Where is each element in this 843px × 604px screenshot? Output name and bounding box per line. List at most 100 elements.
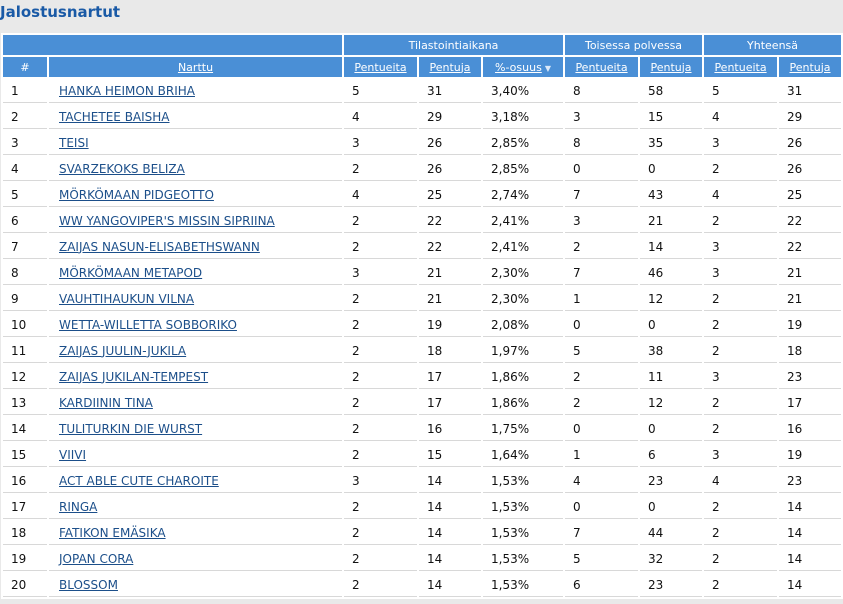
cell-pentuja-tilasto: 17 (419, 391, 481, 415)
row-number: 5 (3, 183, 47, 207)
cell-pentueita-yhteensa: 2 (704, 287, 778, 311)
cell-pentuja-toinen: 0 (640, 313, 703, 337)
cell-pentueita-yhteensa: 3 (704, 235, 778, 259)
table-row: 18 FATIKON EMÄSIKA 2 14 1,53% 7 44 2 14 (3, 521, 842, 545)
col-header-narttu[interactable]: Narttu (49, 57, 342, 77)
cell-pentuja-tilasto: 18 (419, 339, 481, 363)
cell-pentuja-tilasto: 14 (419, 573, 481, 597)
col-header-number: # (3, 57, 47, 77)
dog-name-link[interactable]: ACT ABLE CUTE CHAROITE (59, 473, 219, 488)
dog-name-link[interactable]: TACHETEE BAISHA (59, 109, 170, 124)
cell-pentuja-toinen: 15 (640, 105, 703, 129)
cell-osuus: 1,97% (483, 339, 564, 363)
cell-pentueita-toinen: 2 (565, 235, 639, 259)
table-row: 9 VAUHTIHAUKUN VILNA 2 21 2,30% 1 12 2 21 (3, 287, 842, 311)
cell-pentueita-yhteensa: 2 (704, 495, 778, 519)
cell-osuus: 1,64% (483, 443, 564, 467)
table-row: 11 ZAIJAS JUULIN-JUKILA 2 18 1,97% 5 38 2 18 (3, 339, 842, 363)
row-number: 6 (3, 209, 47, 233)
dog-name-link[interactable]: MÖRKÖMAAN PIDGEOTTO (59, 187, 214, 202)
cell-pentuja-toinen: 0 (640, 417, 703, 441)
cell-pentueita-yhteensa: 3 (704, 443, 778, 467)
cell-pentuja-yhteensa: 22 (779, 235, 842, 259)
col-header-osuus[interactable]: %-osuus ▼ (483, 57, 564, 77)
cell-pentueita-yhteensa: 2 (704, 313, 778, 337)
cell-pentueita-tilasto: 2 (344, 365, 417, 389)
cell-pentueita-tilasto: 2 (344, 417, 417, 441)
cell-pentueita-tilasto: 2 (344, 339, 417, 363)
dog-name-link[interactable]: RINGA (59, 499, 98, 514)
row-number: 10 (3, 313, 47, 337)
dog-name-link[interactable]: KARDIININ TINA (59, 395, 153, 410)
cell-pentuja-toinen: 38 (640, 339, 703, 363)
cell-pentuja-toinen: 43 (640, 183, 703, 207)
dog-name-cell: MÖRKÖMAAN PIDGEOTTO (49, 183, 342, 207)
dog-name-link[interactable]: ZAIJAS JUKILAN-TEMPEST (59, 369, 209, 384)
cell-pentueita-yhteensa: 5 (704, 79, 778, 103)
cell-pentuja-yhteensa: 14 (779, 521, 842, 545)
cell-osuus: 2,30% (483, 261, 564, 285)
col-header-pentueita-yhteensa[interactable]: Pentueita (704, 57, 778, 77)
col-header-pentuja-toinen[interactable]: Pentuja (640, 57, 703, 77)
cell-pentuja-yhteensa: 23 (779, 469, 842, 493)
cell-pentuja-yhteensa: 19 (779, 313, 842, 337)
cell-pentuja-toinen: 23 (640, 469, 703, 493)
table-row: 7 ZAIJAS NASUN-ELISABETHSWANN 2 22 2,41% 2 14 3… (3, 235, 842, 259)
cell-pentueita-tilasto: 3 (344, 469, 417, 493)
col-header-pentueita-tilasto[interactable]: Pentueita (344, 57, 417, 77)
cell-pentueita-yhteensa: 2 (704, 391, 778, 415)
dog-name-link[interactable]: WW YANGOVIPER'S MISSIN SIPRIINA (59, 213, 275, 228)
dog-name-link[interactable]: HANKA HEIMON BRIHA (59, 83, 195, 98)
cell-pentueita-yhteensa: 4 (704, 105, 778, 129)
cell-pentueita-toinen: 7 (565, 521, 639, 545)
cell-osuus: 1,53% (483, 573, 564, 597)
cell-pentueita-yhteensa: 2 (704, 521, 778, 545)
dog-name-link[interactable]: VAUHTIHAUKUN VILNA (59, 291, 195, 306)
cell-pentueita-yhteensa: 3 (704, 261, 778, 285)
row-number: 19 (3, 547, 47, 571)
dog-name-link[interactable]: MÖRKÖMAAN METAPOD (59, 265, 203, 280)
col-header-pentuja-yhteensa[interactable]: Pentuja (779, 57, 842, 77)
dog-name-link[interactable]: SVARZEKOKS BELIZA (59, 161, 185, 176)
cell-pentuja-tilasto: 14 (419, 547, 481, 571)
table-row: 17 RINGA 2 14 1,53% 0 0 2 14 (3, 495, 842, 519)
dog-name-link[interactable]: FATIKON EMÄSIKA (59, 525, 166, 540)
table-row: 13 KARDIININ TINA 2 17 1,86% 2 12 2 17 (3, 391, 842, 415)
cell-pentuja-tilasto: 21 (419, 287, 481, 311)
cell-pentueita-toinen: 7 (565, 183, 639, 207)
dog-name-cell: TULITURKIN DIE WURST (49, 417, 342, 441)
cell-pentuja-yhteensa: 31 (779, 79, 842, 103)
cell-pentueita-tilasto: 2 (344, 547, 417, 571)
row-number: 15 (3, 443, 47, 467)
group-header-yhteensa: Yhteensä (704, 35, 842, 55)
cell-pentuja-tilasto: 31 (419, 79, 481, 103)
group-header-toinen: Toisessa polvessa (565, 35, 703, 55)
cell-pentueita-toinen: 2 (565, 365, 639, 389)
cell-pentueita-tilasto: 2 (344, 235, 417, 259)
cell-pentueita-tilasto: 2 (344, 495, 417, 519)
dog-name-link[interactable]: ZAIJAS JUULIN-JUKILA (59, 343, 187, 358)
row-number: 8 (3, 261, 47, 285)
table-row: 6 WW YANGOVIPER'S MISSIN SIPRIINA 2 22 2,41%… (3, 209, 842, 233)
row-number: 9 (3, 287, 47, 311)
dog-name-link[interactable]: TEISI (59, 135, 89, 150)
cell-osuus: 2,30% (483, 287, 564, 311)
cell-pentuja-yhteensa: 17 (779, 391, 842, 415)
dog-name-link[interactable]: ZAIJAS NASUN-ELISABETHSWANN (59, 239, 260, 254)
dog-name-link[interactable]: BLOSSOM (59, 577, 118, 592)
cell-pentuja-yhteensa: 14 (779, 495, 842, 519)
dog-name-cell: ZAIJAS JUULIN-JUKILA (49, 339, 342, 363)
dog-name-cell: RINGA (49, 495, 342, 519)
cell-pentueita-yhteensa: 3 (704, 365, 778, 389)
dog-name-link[interactable]: WETTA-WILLETTA SOBBORIKO (59, 317, 237, 332)
dog-name-link[interactable]: JOPAN CORA (59, 551, 134, 566)
cell-pentueita-toinen: 1 (565, 287, 639, 311)
col-header-pentueita-toinen[interactable]: Pentueita (565, 57, 639, 77)
table-row: 15 VIIVI 2 15 1,64% 1 6 3 19 (3, 443, 842, 467)
dog-name-link[interactable]: TULITURKIN DIE WURST (59, 421, 203, 436)
cell-pentueita-tilasto: 2 (344, 157, 417, 181)
dog-name-link[interactable]: VIIVI (59, 447, 87, 462)
cell-pentueita-tilasto: 3 (344, 131, 417, 155)
col-header-pentuja-tilasto[interactable]: Pentuja (419, 57, 481, 77)
cell-osuus: 1,75% (483, 417, 564, 441)
